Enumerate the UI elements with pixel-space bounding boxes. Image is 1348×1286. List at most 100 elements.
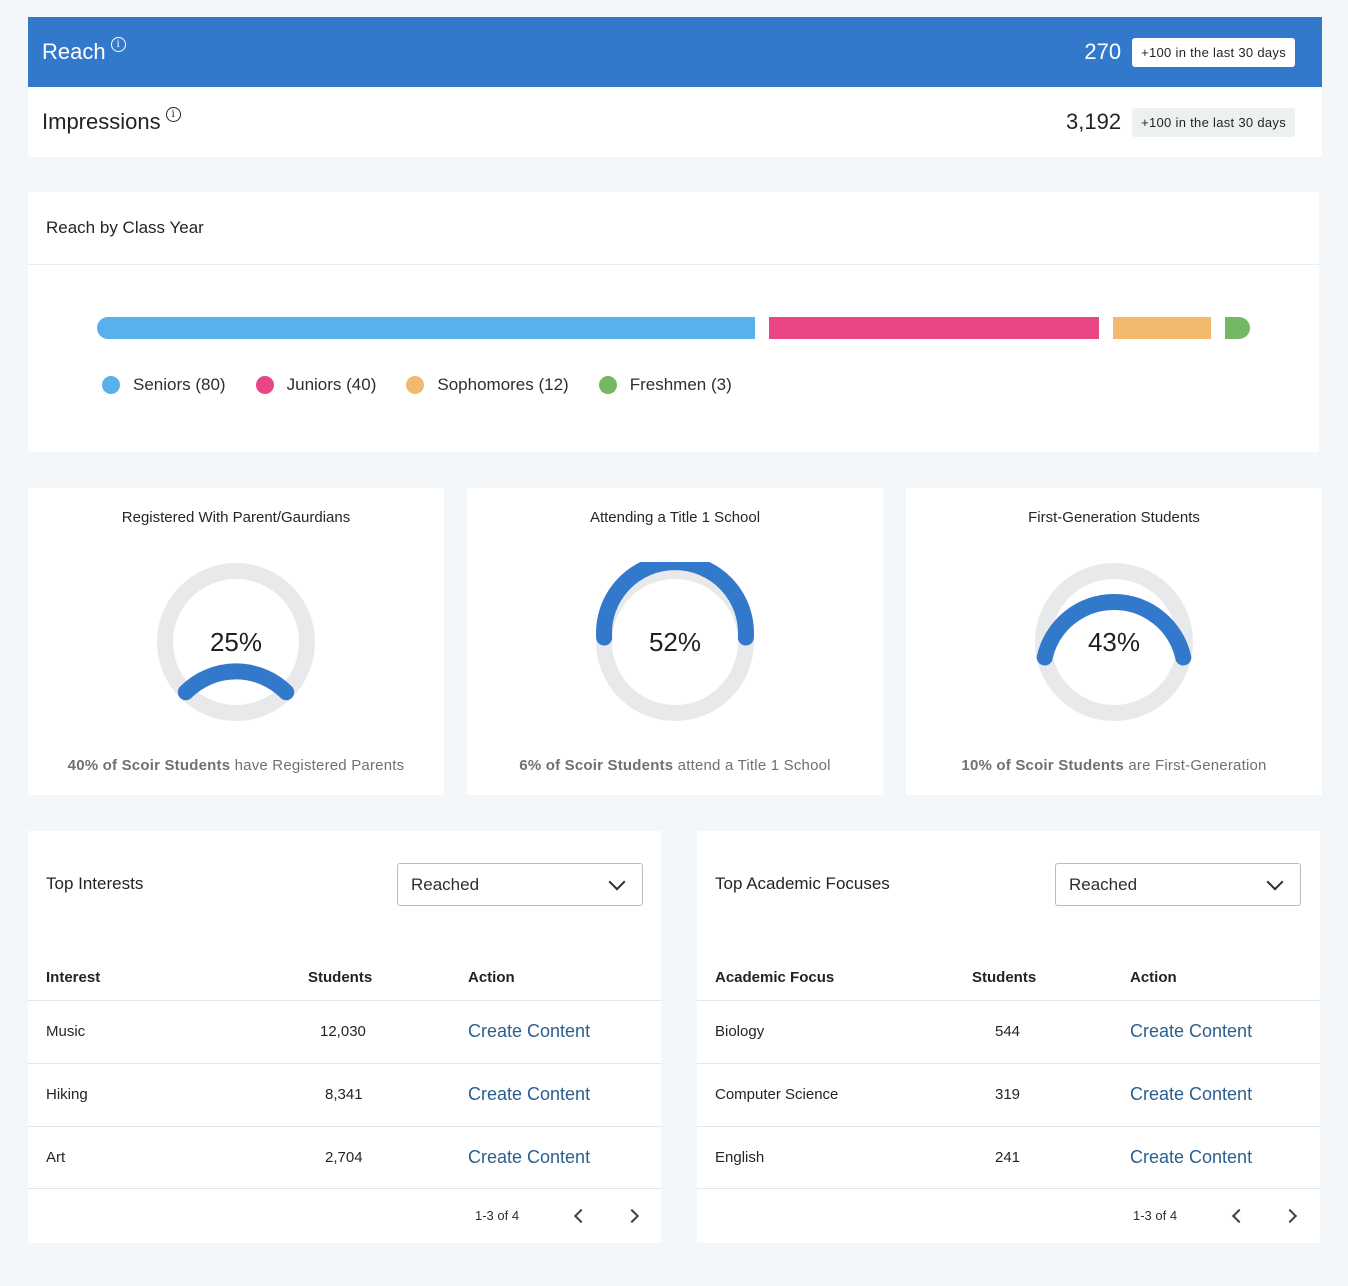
academics-dropdown-value: Reached bbox=[1069, 874, 1138, 894]
stat-card-title1: Attending a Title 1 School 52% 6% of Sco… bbox=[467, 488, 883, 795]
stat-percent: 25% bbox=[209, 627, 263, 657]
focus-name: Computer Science bbox=[715, 1086, 839, 1103]
impressions-info-icon[interactable]: i bbox=[165, 107, 181, 122]
legend-dot-icon bbox=[406, 376, 425, 394]
legend-dot-icon bbox=[102, 376, 120, 394]
chevron-left-icon[interactable] bbox=[1231, 1208, 1247, 1224]
stat-footnote-rest: have Registered Parents bbox=[230, 757, 405, 774]
reach-title: Reach i bbox=[42, 37, 126, 65]
class-year-bar-segment bbox=[1112, 317, 1212, 339]
top-interests-card: Top Interests Reached Interest Students … bbox=[28, 831, 661, 1243]
create-content-link[interactable]: Create Content bbox=[468, 1084, 591, 1104]
stat-footnote-rest: are First-Generation bbox=[1123, 757, 1267, 774]
stat-footnote: 10% of Scoir Students are First-Generati… bbox=[906, 757, 1322, 774]
legend-item: Seniors (80) bbox=[102, 375, 226, 395]
focus-students: 319 bbox=[995, 1086, 1021, 1103]
donut-arc bbox=[177, 663, 295, 701]
donut-chart bbox=[596, 562, 754, 721]
stat-footnote: 6% of Scoir Students attend a Title 1 Sc… bbox=[467, 757, 883, 774]
class-year-title: Reach by Class Year bbox=[28, 192, 1319, 265]
stat-card-parents: Registered With Parent/Gaurdians 25% 40%… bbox=[28, 488, 444, 795]
interests-dropdown-value: Reached bbox=[411, 874, 480, 894]
chevron-right-icon[interactable] bbox=[1282, 1208, 1298, 1224]
stat-footnote: 40% of Scoir Students have Registered Pa… bbox=[28, 757, 444, 774]
table-row: Hiking 8,341 Create Content bbox=[28, 1063, 661, 1126]
chevron-down-icon bbox=[608, 873, 626, 890]
legend-item: Freshmen (3) bbox=[598, 375, 732, 395]
top-academic-focuses-card: Top Academic Focuses Reached Academic Fo… bbox=[697, 831, 1320, 1243]
academics-filter-dropdown[interactable]: Reached bbox=[1055, 863, 1301, 906]
reach-title-label: Reach bbox=[42, 39, 106, 64]
stat-footnote-bold: 40% of Scoir Students bbox=[67, 757, 231, 774]
legend-dot-icon bbox=[255, 376, 274, 394]
impressions-title-label: Impressions bbox=[42, 109, 161, 134]
stat-footnote-bold: 10% of Scoir Students bbox=[961, 757, 1124, 774]
stat-title: Registered With Parent/Gaurdians bbox=[121, 509, 351, 526]
stat-footnote-bold: 6% of Scoir Students bbox=[519, 757, 674, 774]
impressions-value: 3,192 bbox=[1066, 109, 1122, 134]
chevron-down-icon bbox=[1266, 873, 1284, 890]
stat-percent: 43% bbox=[1087, 627, 1141, 657]
stat-footnote-rest: attend a Title 1 School bbox=[673, 757, 831, 774]
column-header-action: Action bbox=[1130, 969, 1177, 986]
create-content-link[interactable]: Create Content bbox=[1130, 1021, 1253, 1041]
impressions-delta-badge: +100 in the last 30 days bbox=[1132, 107, 1295, 137]
impressions-metric-bar: Impressions i 3,192 +100 in the last 30 … bbox=[28, 87, 1322, 157]
interest-students: 8,341 bbox=[325, 1086, 363, 1103]
donut-arc bbox=[1036, 593, 1192, 666]
column-header-students: Students bbox=[308, 969, 373, 986]
interest-name: Art bbox=[46, 1149, 66, 1166]
class-year-bar-segment bbox=[769, 317, 1099, 339]
create-content-link[interactable]: Create Content bbox=[468, 1021, 591, 1041]
legend-label: Freshmen (3) bbox=[629, 375, 732, 394]
reach-info-icon[interactable]: i bbox=[110, 37, 126, 52]
interest-students: 12,030 bbox=[320, 1023, 366, 1040]
legend-label: Sophomores (12) bbox=[437, 375, 569, 394]
legend-label: Seniors (80) bbox=[133, 375, 226, 394]
class-year-bar-segment bbox=[1225, 317, 1250, 339]
stat-card-firstgen: First-Generation Students 43% 10% of Sco… bbox=[906, 488, 1322, 795]
column-header-students: Students bbox=[972, 969, 1037, 986]
donut-track bbox=[157, 563, 315, 721]
focus-name: Biology bbox=[715, 1023, 765, 1040]
top-academic-focuses-title: Top Academic Focuses bbox=[715, 874, 890, 893]
focus-name: English bbox=[715, 1149, 765, 1166]
pagination-count: 1-3 of 4 bbox=[1133, 1208, 1178, 1223]
interest-name: Music bbox=[46, 1023, 86, 1040]
donut-chart bbox=[157, 563, 315, 721]
stat-percent: 52% bbox=[648, 627, 702, 657]
reach-delta-badge: +100 in the last 30 days bbox=[1132, 37, 1295, 67]
table-row: Music 12,030 Create Content bbox=[28, 1000, 661, 1063]
chevron-right-icon[interactable] bbox=[624, 1208, 640, 1224]
class-year-stacked-bar bbox=[97, 317, 1250, 339]
donut-chart bbox=[1035, 563, 1193, 721]
impressions-title: Impressions i bbox=[42, 107, 181, 135]
create-content-link[interactable]: Create Content bbox=[1130, 1147, 1253, 1167]
table-row: Art 2,704 Create Content bbox=[28, 1126, 661, 1189]
pagination: 1-3 of 4 bbox=[697, 1188, 1320, 1243]
focus-students: 544 bbox=[995, 1023, 1021, 1040]
legend-item: Sophomores (12) bbox=[406, 375, 569, 395]
pagination: 1-3 of 4 bbox=[28, 1188, 661, 1243]
reach-metric-bar: Reach i 270 +100 in the last 30 days bbox=[28, 17, 1322, 87]
interest-students: 2,704 bbox=[325, 1149, 363, 1166]
reach-value: 270 bbox=[1084, 39, 1122, 64]
create-content-link[interactable]: Create Content bbox=[468, 1147, 591, 1167]
interest-name: Hiking bbox=[46, 1086, 88, 1103]
stat-title: First-Generation Students bbox=[1028, 509, 1200, 526]
column-header-academic-focus: Academic Focus bbox=[715, 969, 835, 986]
top-interests-title: Top Interests bbox=[46, 874, 144, 893]
table-row: English 241 Create Content bbox=[697, 1126, 1320, 1189]
class-year-legend: Seniors (80) Juniors (40) Sophomores (12) F… bbox=[102, 375, 762, 395]
focus-students: 241 bbox=[995, 1149, 1021, 1166]
chevron-left-icon[interactable] bbox=[573, 1208, 589, 1224]
legend-item: Juniors (40) bbox=[255, 375, 377, 395]
class-year-bar-segment bbox=[97, 317, 756, 339]
column-header-action: Action bbox=[468, 969, 515, 986]
table-row: Computer Science 319 Create Content bbox=[697, 1063, 1320, 1126]
legend-label: Juniors (40) bbox=[286, 375, 377, 394]
create-content-link[interactable]: Create Content bbox=[1130, 1084, 1253, 1104]
pagination-count: 1-3 of 4 bbox=[475, 1208, 520, 1223]
interests-filter-dropdown[interactable]: Reached bbox=[397, 863, 643, 906]
legend-dot-icon bbox=[598, 376, 617, 394]
